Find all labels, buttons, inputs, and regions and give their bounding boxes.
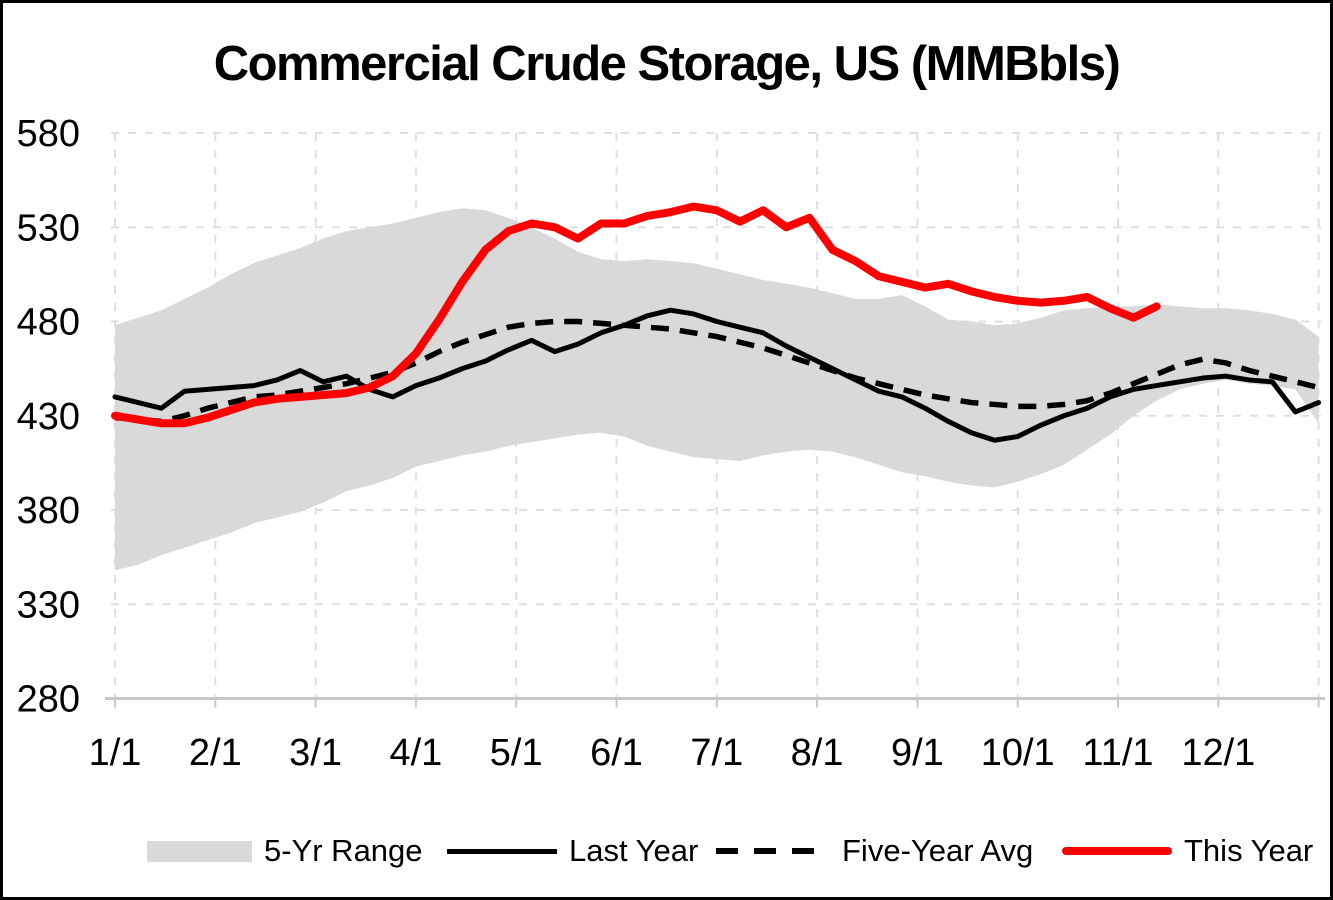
y-tick-label: 280	[17, 679, 80, 721]
legend-label: 5-Yr Range	[264, 833, 423, 868]
last-year-line	[112, 307, 1322, 443]
legend: 5-Yr Range Last Year Five-Year Avg This …	[0, 830, 1333, 875]
legend-label: This Year	[1184, 833, 1314, 868]
x-tick-label: 12/1	[1181, 732, 1255, 774]
this-year-line	[111, 202, 1161, 428]
y-tick-label: 580	[17, 113, 80, 155]
solid-line-swatch	[447, 848, 557, 854]
legend-label: Five-Year Avg	[842, 833, 1034, 868]
red-line-swatch	[1062, 847, 1172, 855]
five-year-range-band	[115, 208, 1319, 571]
chart-title: Commercial Crude Storage, US (MMBbls)	[213, 37, 1121, 91]
y-tick-label: 530	[17, 207, 80, 249]
x-tick-label: 1/1	[89, 732, 142, 774]
range-band-swatch	[147, 840, 252, 862]
x-tick-label: 8/1	[791, 732, 844, 774]
dashed-line-swatch	[716, 848, 830, 854]
y-tick-label: 330	[17, 584, 80, 626]
x-tick-label: 2/1	[189, 732, 242, 774]
legend-item-5yr-range: 5-Yr Range	[147, 830, 423, 872]
x-tick-label: 9/1	[891, 732, 944, 774]
x-tick-label: 3/1	[289, 732, 342, 774]
x-tick-label: 6/1	[590, 732, 643, 774]
y-tick-label: 380	[17, 490, 80, 532]
y-tick-label: 430	[17, 396, 80, 438]
x-tick-label: 11/1	[1082, 732, 1153, 774]
legend-item-this-year: This Year	[1062, 830, 1313, 872]
y-tick-label: 480	[17, 302, 80, 344]
legend-item-last-year: Last Year	[447, 830, 698, 872]
x-tick-label: 5/1	[490, 732, 543, 774]
legend-item-five-year-avg: Five-Year Avg	[716, 830, 1033, 872]
x-tick-label: 4/1	[389, 732, 442, 774]
x-tick-label: 7/1	[690, 732, 743, 774]
five-year-avg-line	[114, 318, 1320, 425]
legend-label: Last Year	[569, 833, 699, 868]
x-tick-label: 10/1	[981, 732, 1055, 774]
